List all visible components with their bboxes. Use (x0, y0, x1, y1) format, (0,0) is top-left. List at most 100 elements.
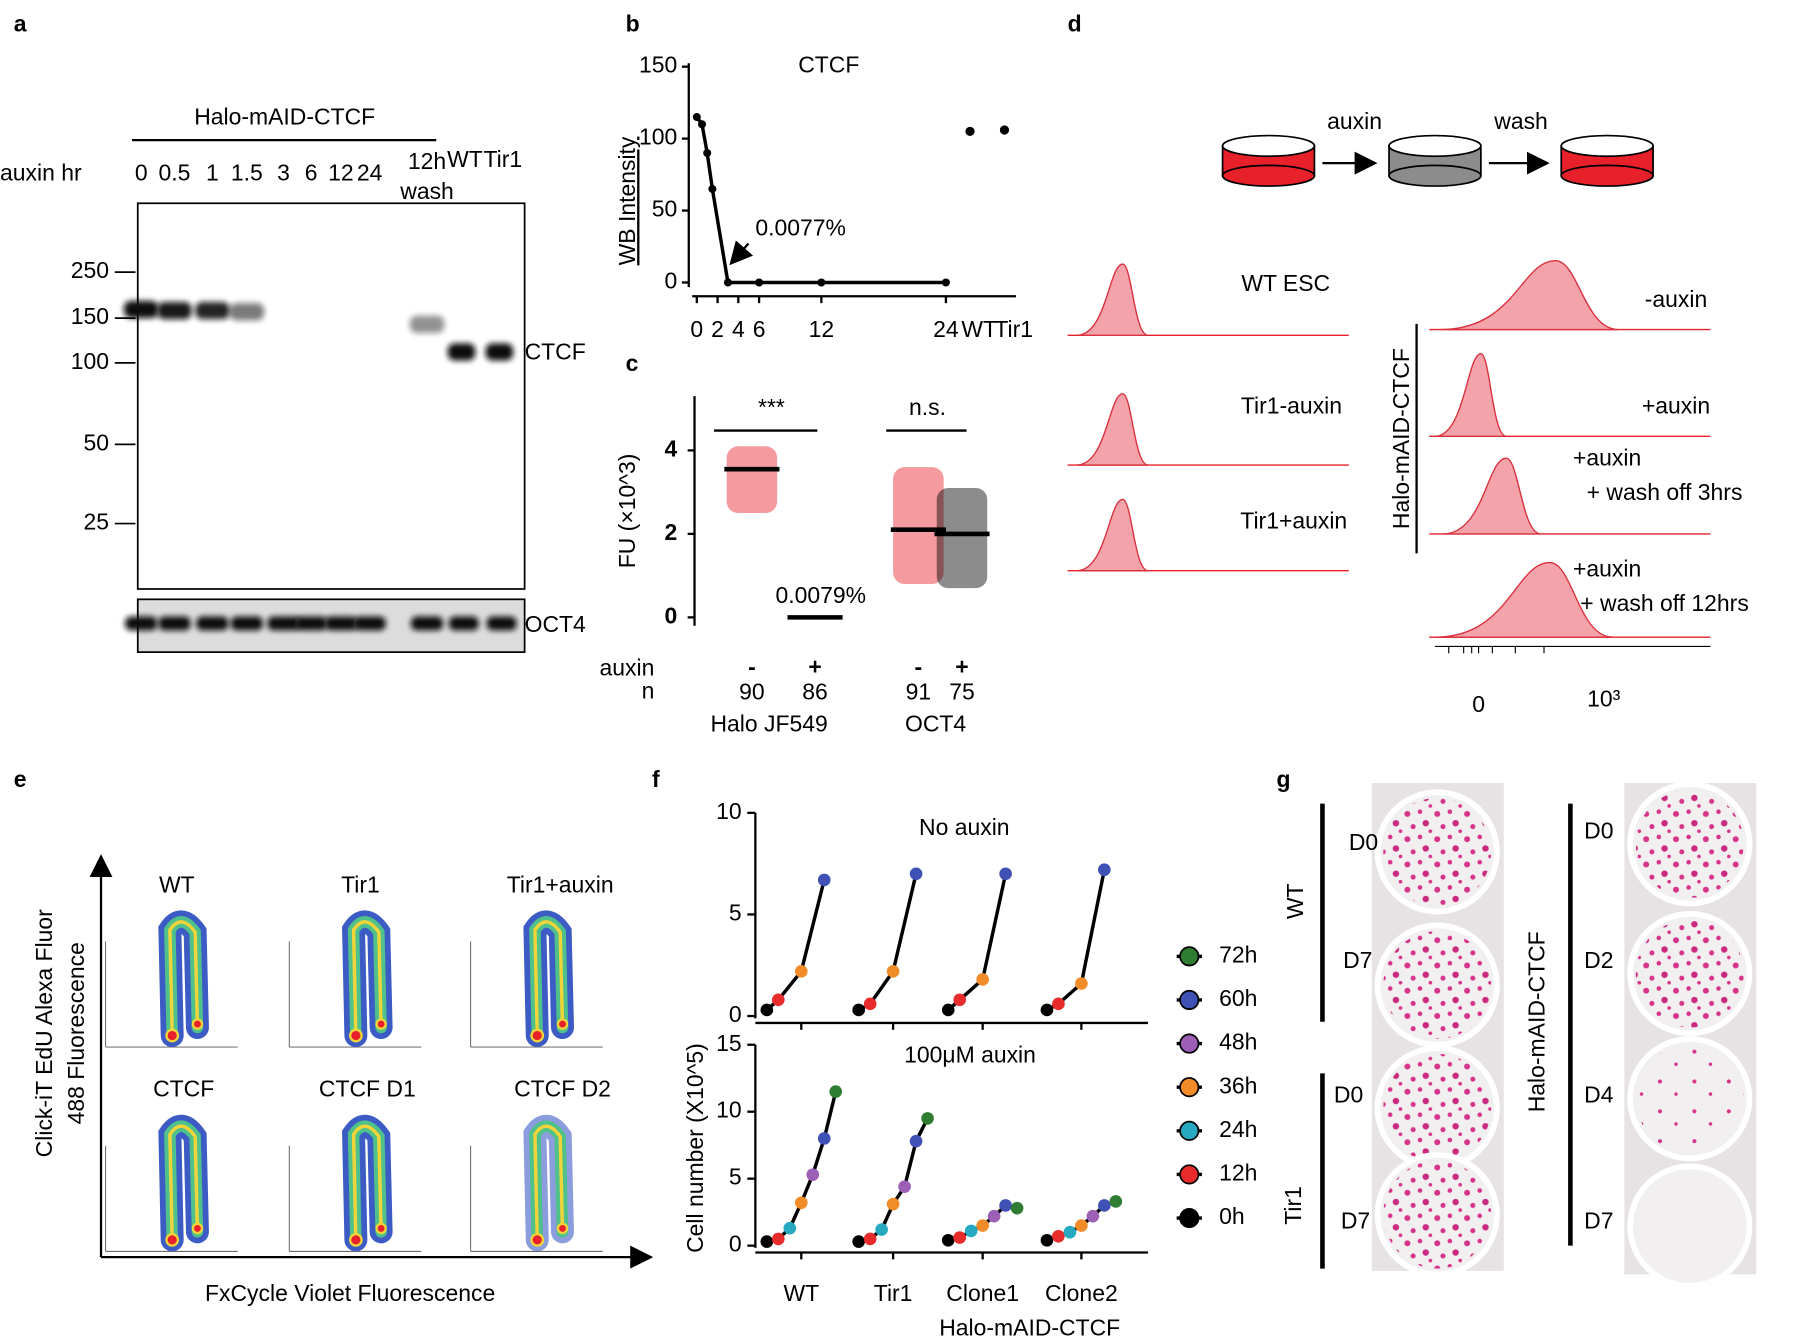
y-axis-label: WB Intensity (614, 136, 640, 265)
point (909, 867, 923, 881)
ctcf-band (447, 343, 476, 361)
dish-bottom (1221, 164, 1316, 187)
histogram (1442, 457, 1542, 535)
point (697, 120, 707, 129)
group-label: Halo-mAID-CTCF (1388, 348, 1414, 529)
group-label: WT (1282, 883, 1308, 919)
density-mid (347, 1120, 387, 1246)
density-peak (165, 1028, 180, 1043)
panel-label: g (1277, 766, 1291, 792)
plot-label: CTCF (153, 1076, 214, 1102)
oct4-band (158, 616, 191, 631)
point (976, 973, 989, 986)
significance: *** (758, 394, 785, 420)
chart-title: 100μM auxin (904, 1041, 1036, 1067)
colonies (1383, 931, 1492, 1039)
histogram (1434, 352, 1507, 438)
significance: n.s. (909, 394, 946, 420)
lane-label: WT (447, 146, 483, 172)
growth-line (947, 873, 1008, 1012)
density-core (351, 920, 383, 1038)
point (886, 1197, 900, 1211)
dish-top (1388, 134, 1482, 158)
point (999, 867, 1012, 881)
legend-marker (1179, 1033, 1200, 1054)
axis-label: 10³ (1587, 685, 1621, 711)
panel-label: e (14, 766, 27, 792)
oct4-band (353, 616, 386, 631)
day-label: D4 (1584, 1081, 1614, 1107)
point (806, 1168, 820, 1181)
auxin-sign: - (748, 653, 756, 679)
density-peak (191, 1018, 204, 1030)
panel-label: c (626, 350, 639, 376)
point (692, 113, 701, 122)
histogram-label: + wash off 3hrs (1587, 479, 1743, 505)
dot-cloud (936, 487, 988, 589)
row-label: auxin hr (0, 160, 82, 186)
y-axis-label: Cell number (X10^5) (682, 1043, 708, 1253)
x-tick-label: Tir1 (874, 1280, 913, 1306)
colonies (1383, 1160, 1492, 1269)
point (1052, 1229, 1065, 1243)
x-tick-label: Clone1 (946, 1280, 1019, 1306)
oct4-band (486, 616, 517, 631)
density-peak (375, 1222, 387, 1235)
ctcf-band (485, 343, 514, 361)
lane-label: 1 (206, 160, 219, 186)
day-label: D0 (1584, 817, 1613, 843)
y-tick-label: 4 (665, 435, 678, 461)
y-tick-label: 0 (729, 1231, 742, 1257)
x-tick-label: 4 (732, 316, 745, 342)
histogram (1076, 263, 1149, 336)
density-peak (556, 1222, 569, 1235)
colonies (1635, 919, 1744, 1028)
axis-label: 0 (1472, 691, 1485, 717)
density-peak (348, 1028, 363, 1043)
lane-note: wash (399, 178, 454, 204)
point (987, 1209, 1001, 1223)
y-tick-label: 0 (729, 1001, 742, 1027)
histogram (1434, 561, 1613, 638)
histogram (1076, 498, 1149, 572)
growth-line (765, 879, 826, 1012)
oct4-band (267, 616, 300, 631)
point (941, 1003, 955, 1017)
lane-label: 0 (135, 160, 148, 186)
marker-label: 25 (84, 509, 110, 535)
point (817, 873, 831, 887)
legend-marker (1179, 1120, 1200, 1141)
plot-label: CTCF D1 (319, 1076, 416, 1102)
legend-marker (1179, 1208, 1200, 1229)
panel-label: f (652, 766, 660, 792)
lane-label: 3 (277, 160, 290, 186)
point (898, 1180, 911, 1194)
point (817, 1132, 831, 1145)
histogram-label: +auxin (1573, 444, 1641, 470)
oct4-band (410, 616, 444, 631)
n-label: 86 (802, 679, 828, 705)
y-tick-label: 0 (665, 602, 678, 628)
histogram-label: + wash off 12hrs (1580, 590, 1749, 616)
ctcf-band (157, 302, 192, 320)
point (976, 1219, 989, 1232)
density-mid (164, 916, 204, 1042)
plot-label: WT (159, 871, 195, 897)
group-label: Tir1 (1280, 1186, 1306, 1225)
plot-label: Tir1 (341, 871, 380, 897)
legend-label: 60h (1219, 985, 1257, 1011)
step-label: auxin (1327, 108, 1382, 134)
dish-top (1221, 134, 1316, 158)
oct4-band (230, 616, 263, 631)
y-tick-label: 5 (729, 900, 742, 926)
auxin-sign: + (955, 653, 968, 679)
day-label: D0 (1334, 1081, 1363, 1107)
legend-marker (1179, 1077, 1200, 1098)
day-label: D7 (1343, 947, 1372, 973)
lane-label: 0.5 (159, 160, 191, 186)
point (723, 278, 732, 287)
density-peak (530, 1233, 545, 1247)
point (703, 148, 712, 158)
marker-label: 50 (84, 429, 110, 455)
